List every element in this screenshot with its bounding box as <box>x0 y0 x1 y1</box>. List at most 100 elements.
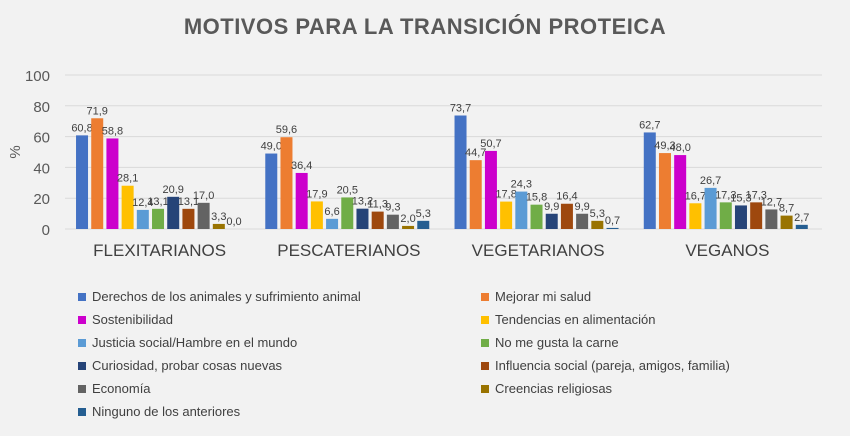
legend-item: No me gusta la carne <box>481 335 619 350</box>
bar <box>515 191 528 229</box>
y-tick-label: 60 <box>33 130 50 147</box>
data-label: 5,3 <box>590 208 605 220</box>
data-label: 17,0 <box>193 190 214 202</box>
legend-swatch <box>78 384 86 393</box>
legend-item: Justicia social/Hambre en el mundo <box>78 335 297 350</box>
data-label: 12,7 <box>761 196 782 208</box>
legend-swatch <box>481 338 489 347</box>
bar <box>576 213 589 229</box>
data-label: 12,4 <box>132 197 153 209</box>
data-label: 50,7 <box>480 138 501 150</box>
bar <box>689 203 702 229</box>
chart-title: MOTIVOS PARA LA TRANSICIÓN PROTEICA <box>183 14 667 39</box>
data-label: 20,9 <box>163 184 184 196</box>
y-tick-label: 20 <box>33 191 50 208</box>
data-label: 17,9 <box>306 188 327 200</box>
bar <box>182 208 195 229</box>
bar <box>197 202 210 229</box>
data-label: 17,3 <box>715 189 736 201</box>
bar <box>469 160 482 229</box>
legend-label: Creencias religiosas <box>495 381 613 396</box>
bar <box>500 201 513 229</box>
data-label: 62,7 <box>639 119 660 131</box>
data-label: 58,8 <box>102 125 123 137</box>
x-tick-label: VEGETARIANOS <box>472 241 605 260</box>
legend-swatch <box>481 315 489 324</box>
bar <box>750 202 763 229</box>
x-tick-label: VEGANOS <box>685 241 769 260</box>
bar <box>560 203 573 229</box>
legend-label: No me gusta la carne <box>495 335 619 350</box>
data-label: 13,2 <box>352 196 373 208</box>
legend-item: Ninguno de los anteriores <box>78 404 240 419</box>
y-tick-label: 40 <box>33 160 50 177</box>
data-label: 16,4 <box>556 191 577 203</box>
bar <box>484 150 497 229</box>
bar <box>719 202 732 229</box>
bar <box>734 205 747 229</box>
data-label: 73,7 <box>450 103 471 115</box>
bar <box>658 153 671 229</box>
bar <box>704 187 717 229</box>
x-tick-label: PESCATERIANOS <box>277 241 420 260</box>
legend-item: Creencias religiosas <box>481 381 612 396</box>
bar <box>643 132 656 229</box>
bar <box>356 208 369 229</box>
legend-swatch <box>481 292 489 301</box>
bar <box>295 172 308 229</box>
legend-item: Economía <box>78 381 151 396</box>
legend-swatch <box>78 407 86 416</box>
legend-label: Economía <box>92 381 151 396</box>
data-label: 9,9 <box>544 201 559 213</box>
bar <box>91 118 104 229</box>
data-label: 26,7 <box>700 175 721 187</box>
data-label: 59,6 <box>276 124 297 136</box>
bar <box>386 214 399 229</box>
bar <box>417 220 430 229</box>
legend-swatch <box>481 361 489 370</box>
legend-item: Sostenibilidad <box>78 312 173 327</box>
data-label: 15,3 <box>730 192 751 204</box>
bar <box>606 227 619 229</box>
legend-swatch <box>481 384 489 393</box>
bar <box>795 224 808 229</box>
legend-item: Curiosidad, probar cosas nuevas <box>78 358 282 373</box>
data-label: 17,3 <box>745 189 766 201</box>
legend-swatch <box>78 292 86 301</box>
bar <box>167 196 180 229</box>
bar <box>341 197 354 229</box>
y-tick-label: 0 <box>42 222 50 239</box>
data-label: 13,1 <box>147 196 168 208</box>
bar <box>212 223 225 229</box>
legend-item: Mejorar mi salud <box>481 289 591 304</box>
legend-label: Sostenibilidad <box>92 312 173 327</box>
data-label: 6,6 <box>324 206 339 218</box>
legend-label: Curiosidad, probar cosas nuevas <box>92 358 283 373</box>
data-label: 60,8 <box>71 122 92 134</box>
y-axis-label: % <box>7 145 24 158</box>
bar <box>280 137 293 229</box>
data-label: 5,3 <box>416 208 431 220</box>
data-label: 17,8 <box>495 189 516 201</box>
data-label: 3,3 <box>211 211 226 223</box>
data-label: 15,8 <box>526 192 547 204</box>
x-tick-label: FLEXITARIANOS <box>93 241 226 260</box>
data-label: 9,9 <box>574 201 589 213</box>
data-label: 2,0 <box>400 213 415 225</box>
data-label: 48,0 <box>669 142 690 154</box>
bar <box>530 204 543 229</box>
legend-item: Tendencias en alimentación <box>481 312 655 327</box>
bar <box>76 135 89 229</box>
data-label: 9,3 <box>385 202 400 214</box>
bar <box>765 209 778 229</box>
data-label: 13,1 <box>178 196 199 208</box>
data-label: 24,3 <box>511 179 532 191</box>
data-label: 16,7 <box>685 190 706 202</box>
legend-item: Derechos de los animales y sufrimiento a… <box>78 289 361 304</box>
data-label: 44,7 <box>465 147 486 159</box>
bar <box>371 211 384 229</box>
data-label: 71,9 <box>87 105 108 117</box>
bar <box>402 225 415 229</box>
data-label: 0,0 <box>226 216 241 228</box>
bar <box>136 209 149 229</box>
